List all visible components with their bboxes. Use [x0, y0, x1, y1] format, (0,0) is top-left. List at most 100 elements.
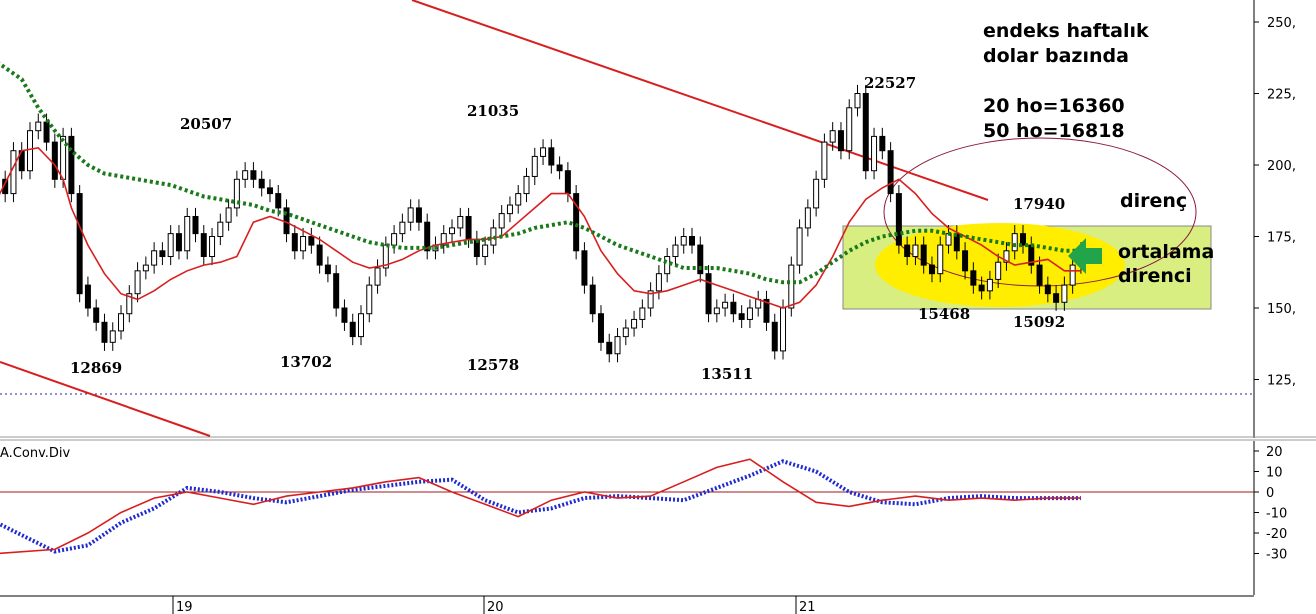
- candle-body: [1069, 264, 1076, 286]
- candle-body: [118, 313, 125, 332]
- y-tick-label: 175,: [1267, 231, 1296, 246]
- x-tick-label: 19: [176, 600, 193, 614]
- candle-body: [763, 298, 770, 323]
- candle-body: [854, 93, 861, 109]
- candle-body: [904, 244, 911, 258]
- candle-body: [738, 313, 745, 320]
- candle-body: [928, 264, 935, 275]
- candle-body: [233, 178, 240, 209]
- candle-body: [564, 170, 571, 195]
- note-text: dolar bazında: [983, 45, 1129, 67]
- candle-body: [515, 193, 522, 206]
- candle-body: [871, 135, 878, 172]
- candle-body: [374, 267, 381, 286]
- candle-body: [589, 284, 596, 315]
- candle-body: [200, 233, 207, 258]
- candle-body: [680, 236, 687, 246]
- candle-body: [308, 236, 315, 246]
- arrow-icon: [1068, 238, 1102, 274]
- candle-body: [291, 233, 298, 252]
- candlestick-series: [2, 84, 1084, 363]
- candle-body: [540, 147, 547, 157]
- candle-body: [242, 170, 249, 180]
- candle-body: [498, 213, 505, 229]
- candle-body: [316, 244, 323, 266]
- annotation-label: 20507: [180, 115, 232, 133]
- note-text: direnci: [1118, 265, 1192, 287]
- candle-body: [93, 307, 100, 323]
- candle-body: [101, 321, 108, 343]
- candle-body: [813, 178, 820, 209]
- candle-body: [109, 330, 116, 343]
- annotation-label: 12869: [70, 359, 122, 377]
- candle-body: [449, 227, 456, 235]
- candle-body: [60, 135, 67, 180]
- signal-line: [0, 459, 1081, 554]
- candle-body: [43, 121, 50, 143]
- candle-body: [465, 215, 472, 240]
- candle-body: [35, 121, 42, 132]
- y-tick-label: 250,: [1267, 16, 1296, 31]
- candle-body: [746, 307, 753, 320]
- indicator-lines: [0, 458, 1081, 555]
- annotation-label: 13702: [280, 353, 332, 371]
- candle-body: [84, 284, 91, 309]
- indicator-tick-label: -20: [1266, 527, 1287, 542]
- candle-body: [970, 270, 977, 286]
- candle-body: [713, 307, 720, 315]
- candle-body: [829, 130, 836, 143]
- candle-body: [415, 207, 422, 223]
- x-tick-label: 20: [487, 600, 504, 614]
- candle-body: [366, 284, 373, 315]
- candle-body: [780, 307, 787, 352]
- candle-body: [1044, 284, 1051, 295]
- candle-body: [655, 273, 662, 292]
- candle-body: [664, 256, 671, 275]
- candle-body: [597, 313, 604, 343]
- indicator-tick-label: 0: [1266, 486, 1274, 501]
- candle-body: [837, 130, 844, 152]
- candle-body: [407, 207, 414, 223]
- indicator-tick-label: 20: [1266, 445, 1283, 460]
- candle-body: [10, 150, 17, 195]
- annotation-label: 21035: [467, 102, 519, 120]
- candle-body: [788, 264, 795, 309]
- candle-body: [250, 170, 257, 180]
- moving-average-lines: [0, 61, 1081, 309]
- indicator-label: A.Conv.Div: [0, 446, 71, 461]
- candle-body: [1003, 250, 1010, 263]
- y-tick-label: 150,: [1267, 302, 1296, 317]
- candle-body: [167, 233, 174, 258]
- indicator-tick-label: -10: [1266, 507, 1287, 522]
- candle-body: [879, 135, 886, 152]
- candle-body: [920, 244, 927, 266]
- candle-body: [821, 141, 828, 180]
- candle-body: [548, 147, 555, 166]
- ma-50-line: [0, 61, 1081, 285]
- note-text: endeks haftalık: [983, 20, 1149, 42]
- candle-body: [771, 321, 778, 352]
- candle-body: [730, 301, 737, 315]
- candle-body: [531, 155, 538, 177]
- candle-body: [846, 107, 853, 152]
- annotation-label: 13511: [701, 365, 753, 383]
- candle-body: [258, 178, 265, 189]
- candle-body: [995, 261, 1002, 280]
- candle-body: [912, 244, 919, 258]
- candle-body: [159, 250, 166, 258]
- candle-body: [440, 233, 447, 246]
- candle-body: [804, 207, 811, 229]
- annotation-label: 15468: [918, 305, 970, 323]
- annotation-label: 12578: [467, 356, 519, 374]
- candle-body: [722, 301, 729, 309]
- candle-body: [556, 164, 563, 172]
- candle-body: [937, 244, 944, 275]
- candle-body: [391, 233, 398, 246]
- annotation-label: 17940: [1013, 195, 1065, 213]
- note-text: direnç: [1120, 190, 1187, 212]
- candle-body: [151, 250, 158, 266]
- candle-body: [68, 135, 75, 195]
- candle-body: [1053, 293, 1060, 303]
- candle-body: [275, 193, 282, 209]
